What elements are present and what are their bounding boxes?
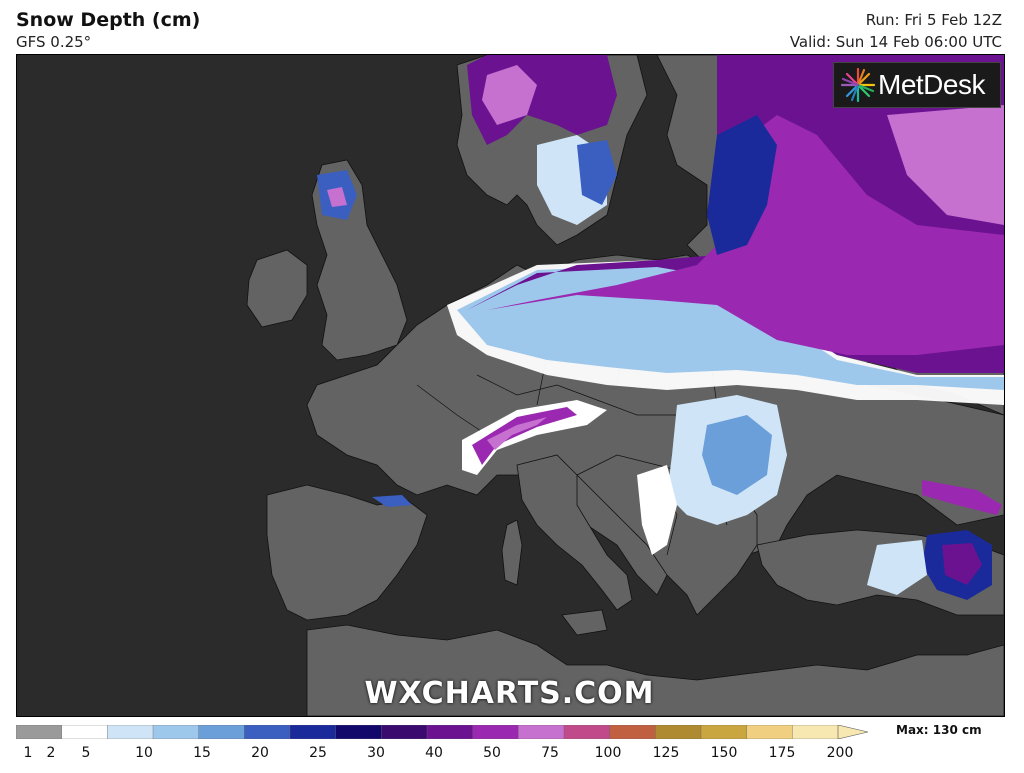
legend-swatch <box>107 725 154 739</box>
legend-tick-label: 5 <box>81 745 91 761</box>
snow-sweden-blue <box>577 140 617 205</box>
land-italy <box>516 454 633 611</box>
legend-swatch <box>563 725 611 739</box>
land-ireland <box>246 249 308 328</box>
snow-alps-purple <box>472 407 577 465</box>
snow-pyrenees <box>372 495 412 507</box>
legend-tick-label: 150 <box>710 745 738 761</box>
legend-tick-label: 2 <box>46 745 56 761</box>
legend-color-bar <box>16 725 869 739</box>
snow-balkans-white <box>637 465 677 555</box>
run-time: Run: Fri 5 Feb 12Z <box>865 11 1002 29</box>
legend-swatch <box>518 725 565 739</box>
legend-swatch <box>472 725 520 739</box>
legend-tick-label: 15 <box>193 745 211 761</box>
header: Snow Depth (cm) GFS 0.25° Run: Fri 5 Feb… <box>0 0 1024 54</box>
snow-turkey-light <box>867 540 927 595</box>
legend-swatch <box>609 725 657 739</box>
valid-time: Valid: Sun 14 Feb 06:00 UTC <box>789 33 1002 51</box>
legend-swatch <box>61 725 109 739</box>
snow-depth-map[interactable] <box>16 54 1005 717</box>
model-label: GFS 0.25° <box>16 33 92 51</box>
logo-text: MetDesk <box>878 69 985 100</box>
snow-alps-white <box>462 400 607 475</box>
snow-balkans-blue <box>702 415 772 495</box>
snow-alps-pink <box>487 417 547 450</box>
snow-deep-east <box>887 105 1004 225</box>
legend-tick-label: 30 <box>367 745 385 761</box>
legend-swatch <box>289 725 337 739</box>
legend-labels: 1 2 5 10 15 20 25 30 40 50 75 100 125 150 175 200 <box>16 745 896 765</box>
legend-arrow <box>837 725 869 739</box>
legend-tick-label: 175 <box>768 745 796 761</box>
snow-overlay <box>317 55 1004 600</box>
legend-tick-label: 200 <box>826 745 854 761</box>
land-north-africa <box>306 624 1004 716</box>
legend-swatch <box>16 725 63 739</box>
legend-swatch <box>198 725 246 739</box>
metdesk-starburst-icon <box>840 67 876 103</box>
map-canvas <box>17 55 1004 716</box>
legend-tick-label: 20 <box>251 745 269 761</box>
legend-swatch <box>426 725 474 739</box>
snow-band-lightblue <box>457 265 1004 390</box>
legend-swatch <box>746 725 794 739</box>
legend-tick-label: 50 <box>483 745 501 761</box>
snow-east-turkey-purple <box>942 543 982 585</box>
legend-swatch <box>381 725 428 739</box>
land-corsica-sardinia <box>501 519 523 586</box>
legend-swatch <box>655 725 702 739</box>
snow-caucasus <box>922 480 1002 515</box>
legend-tick-label: 40 <box>425 745 443 761</box>
legend-tick-label: 25 <box>309 745 327 761</box>
wxcharts-watermark: WXCHARTS.COM <box>364 676 655 711</box>
metdesk-logo: MetDesk <box>833 62 1001 108</box>
max-value-label: Max: 130 cm <box>896 723 982 737</box>
legend-tick-label: 100 <box>594 745 622 761</box>
legend-swatch <box>335 725 383 739</box>
legend-tick-label: 10 <box>135 745 153 761</box>
map-title: Snow Depth (cm) <box>16 9 201 31</box>
legend-tick-label: 1 <box>23 745 33 761</box>
snow-navy-patches <box>707 115 777 255</box>
legend-swatch <box>244 725 291 739</box>
snow-scandinavia-pink <box>482 65 537 125</box>
snow-scotland-pink <box>327 187 347 207</box>
legend-swatch <box>792 725 839 739</box>
legend-tick-label: 125 <box>652 745 680 761</box>
land-sicily <box>561 609 608 636</box>
land-iberia <box>266 484 428 621</box>
legend-swatch <box>700 725 748 739</box>
legend-tick-label: 75 <box>541 745 559 761</box>
legend-swatch <box>152 725 200 739</box>
